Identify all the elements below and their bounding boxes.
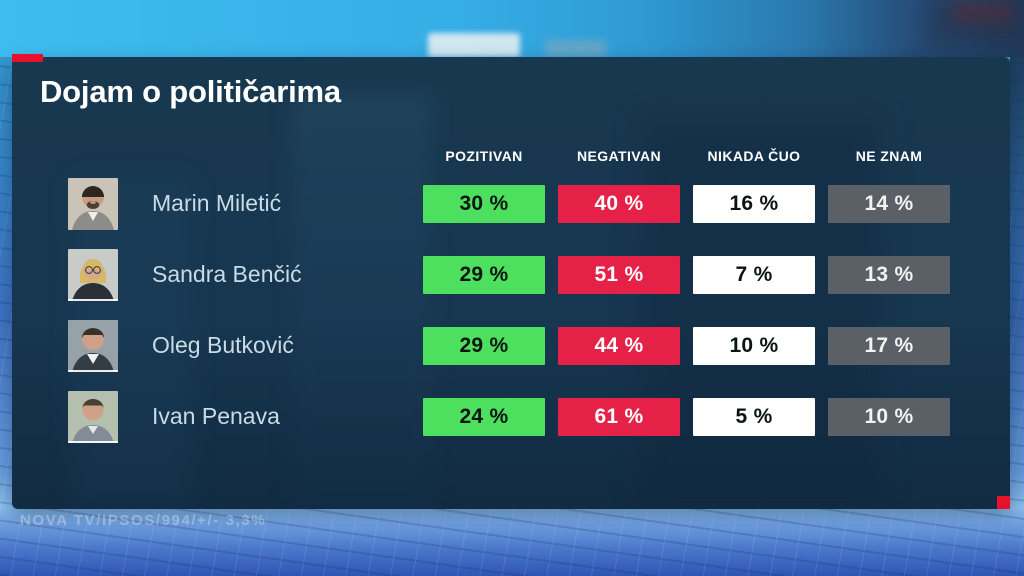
politician-name: Oleg Butković [152,332,294,358]
value-negativan: 51 % [558,255,680,294]
column-header-pozitivan: POZITIVAN [445,148,523,164]
politician-name: Ivan Penava [152,403,280,429]
value-nikada-cuo: 10 % [693,326,815,365]
background-sky [0,0,1024,57]
page-title: Dojam o političarima [40,74,341,109]
red-accent-top-left [12,54,43,62]
background-gray-building [545,40,607,57]
background-roof-shape [952,2,1012,24]
value-nikada-cuo: 5 % [693,397,815,436]
poll-table: POZITIVAN NEGATIVAN NIKADA ČUO NE ZNAM M… [68,142,1010,452]
value-negativan: 40 % [558,184,680,223]
value-nikada-cuo: 16 % [693,184,815,223]
value-ne-znam: 13 % [828,255,950,294]
background-white-building [428,33,520,57]
column-header-negativan: NEGATIVAN [577,148,661,164]
source-attribution: NOVA TV/IPSOS/994/+/- 3,3% [20,512,267,529]
oleg-butkovic-photo [68,319,118,372]
poll-panel: Dojam o političarima POZITIVAN NEGATIVAN… [12,57,1010,509]
table-header-row: POZITIVAN NEGATIVAN NIKADA ČUO NE ZNAM [68,142,1010,168]
value-negativan: 44 % [558,326,680,365]
marin-miletic-photo [68,177,118,230]
value-ne-znam: 14 % [828,184,950,223]
value-pozitivan: 24 % [423,397,545,436]
value-negativan: 61 % [558,397,680,436]
table-row: Oleg Butković 29 % 44 % 10 % 17 % [68,310,1010,381]
background-dark-corner [928,0,1024,46]
table-row: Sandra Benčić 29 % 51 % 7 % 13 % [68,239,1010,310]
column-header-ne-znam: NE ZNAM [855,148,923,164]
ivan-penava-photo [68,390,118,443]
value-pozitivan: 29 % [423,255,545,294]
value-pozitivan: 29 % [423,326,545,365]
politician-name: Sandra Benčić [152,261,302,287]
value-nikada-cuo: 7 % [693,255,815,294]
red-accent-bottom-right [997,496,1010,509]
sandra-bencic-photo [68,248,118,301]
politician-name: Marin Miletić [152,190,282,216]
value-ne-znam: 17 % [828,326,950,365]
table-row: Ivan Penava 24 % 61 % 5 % 10 % [68,381,1010,452]
table-row: Marin Miletić 30 % 40 % 16 % 14 % [68,168,1010,239]
column-header-nikada-cuo: NIKADA ČUO [707,148,801,164]
background-right-shade [1010,57,1024,510]
value-pozitivan: 30 % [423,184,545,223]
value-ne-znam: 10 % [828,397,950,436]
